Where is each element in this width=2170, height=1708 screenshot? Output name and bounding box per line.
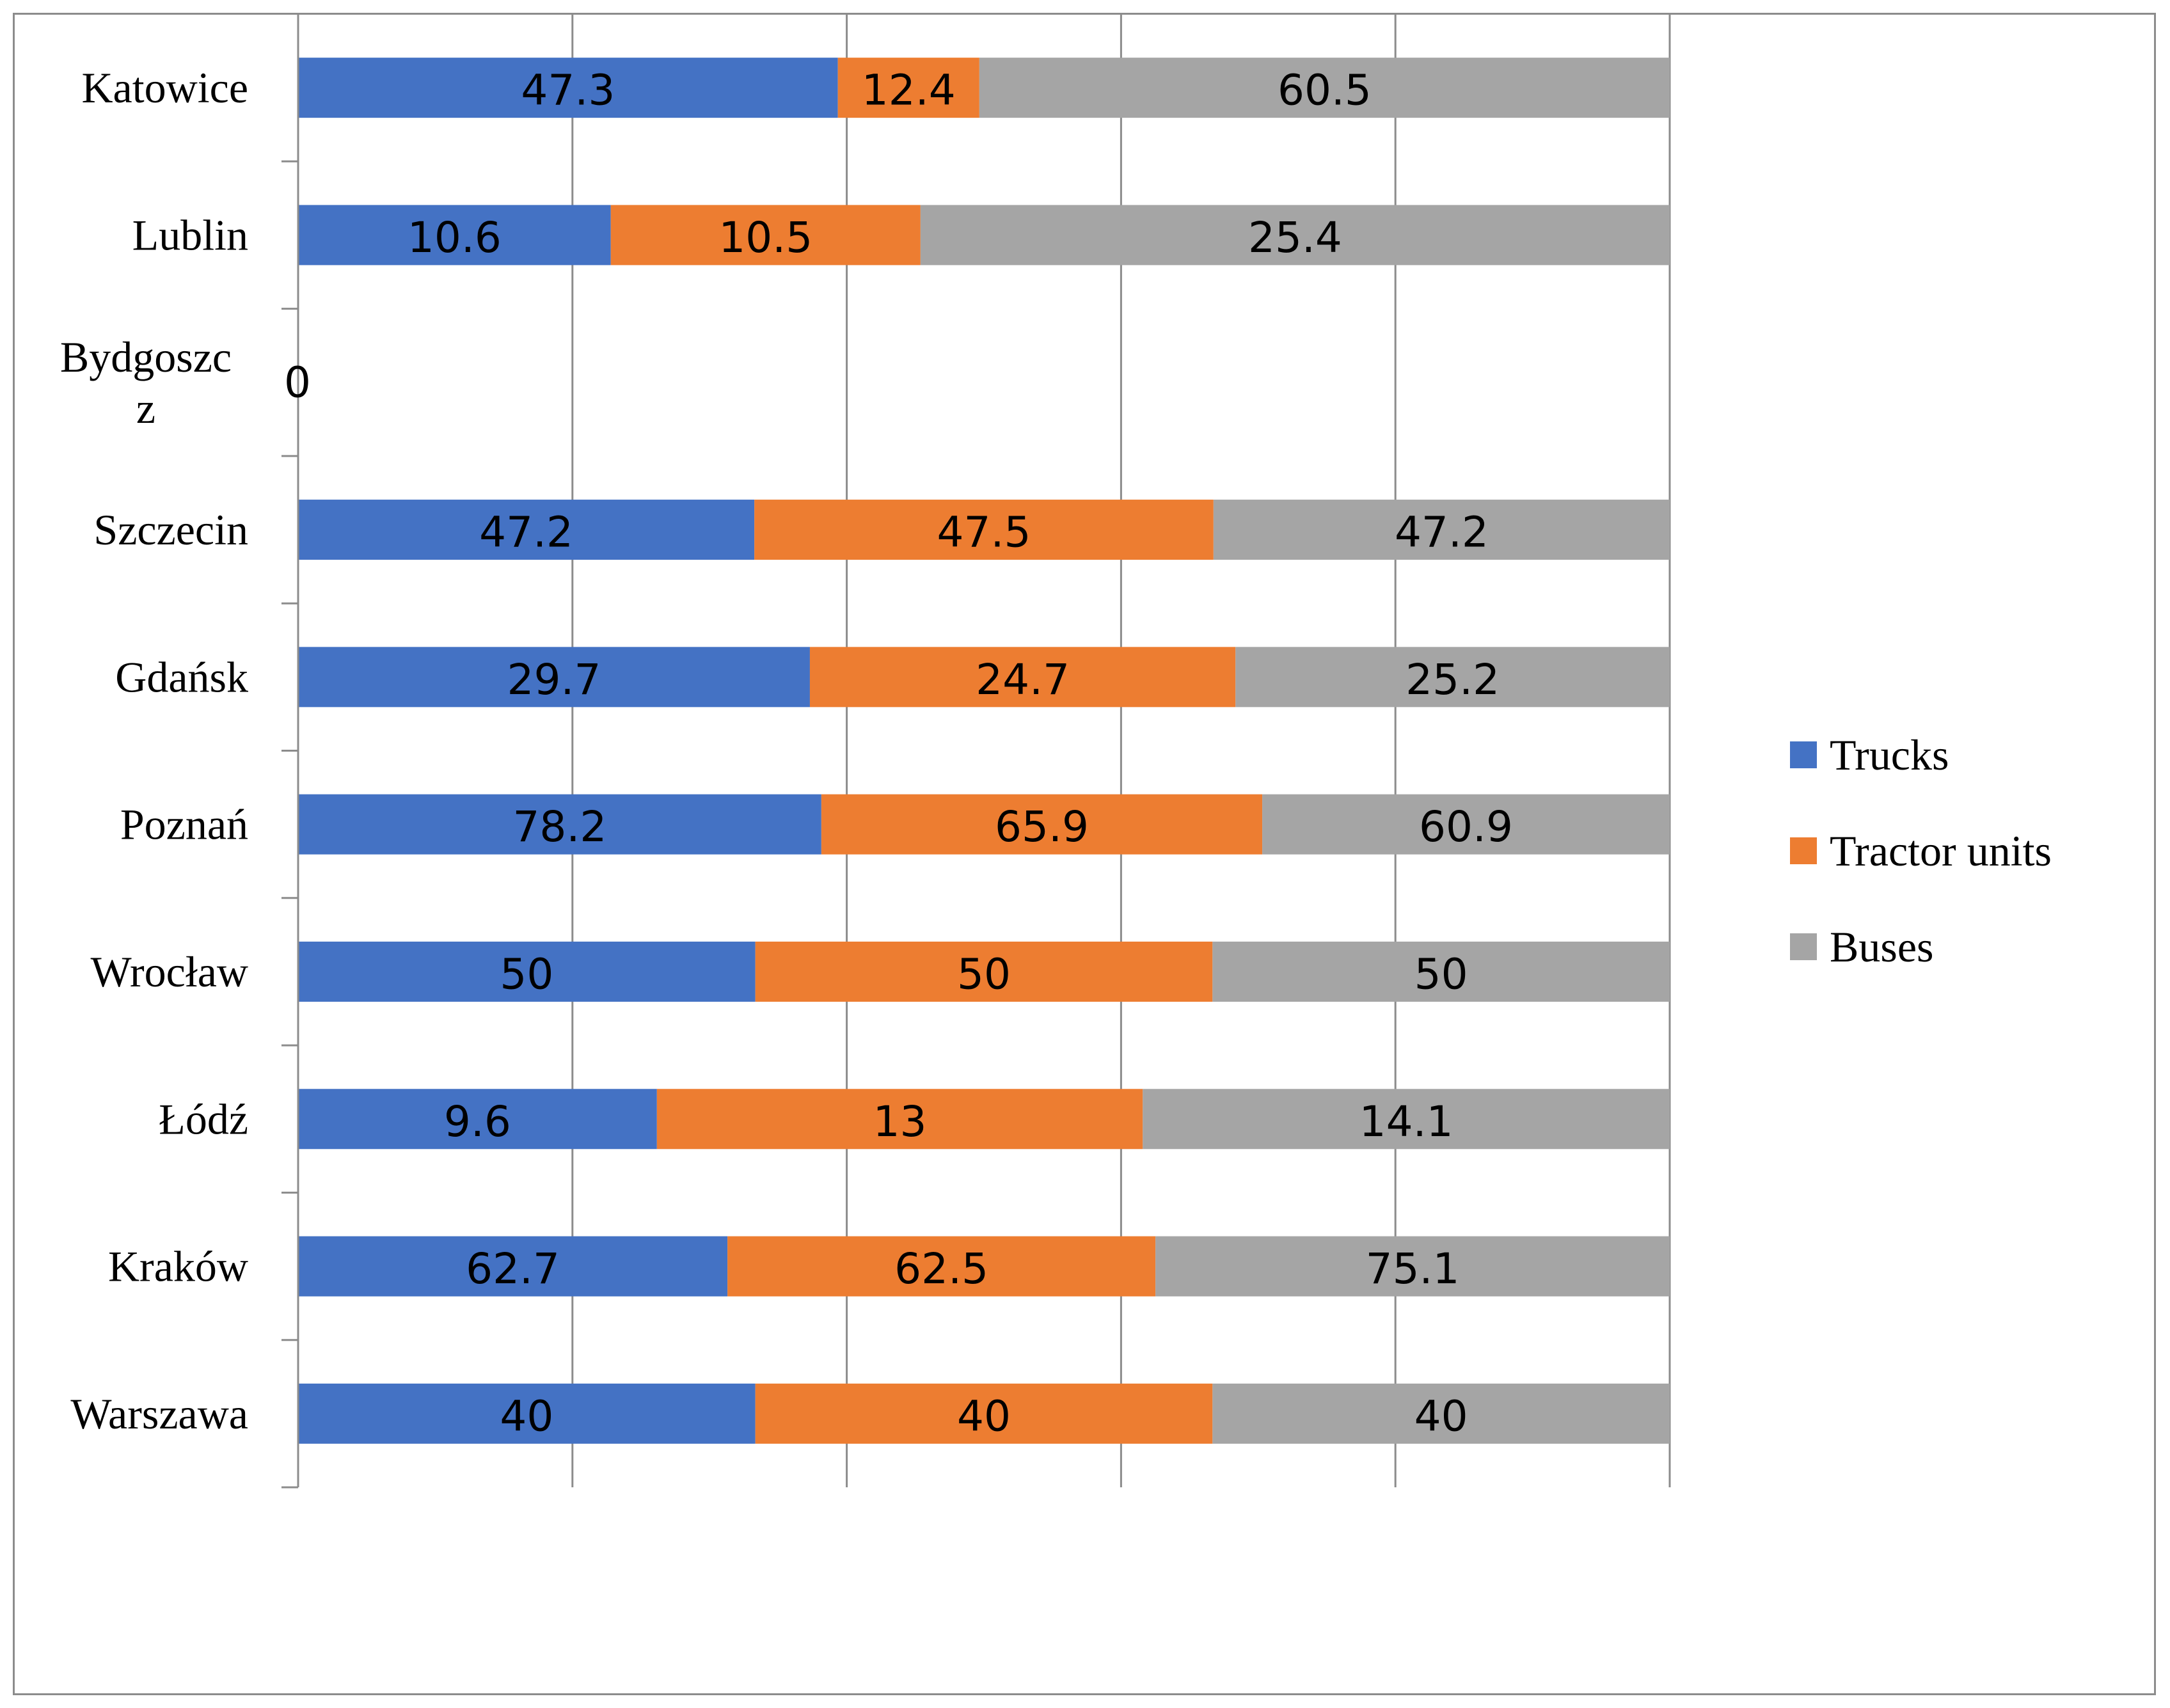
data-label-katowice-tractor-units: 12.4 (862, 66, 956, 115)
category-label-lodz: Łódź (159, 1095, 248, 1143)
data-label-warszawa-buses: 40 (1414, 1391, 1468, 1441)
data-label-gdansk-trucks: 29.7 (507, 655, 601, 704)
data-label-katowice-trucks: 47.3 (521, 66, 615, 115)
legend: Trucks Tractor units Buses (1790, 731, 2052, 971)
bar-krakow-trucks (298, 1236, 728, 1297)
bar-krakow-buses (1155, 1236, 1670, 1297)
legend-label-trucks: Trucks (1830, 731, 1949, 779)
legend-label-tractor-units: Tractor units (1830, 826, 2052, 875)
data-label-szczecin-tractor-units: 47.5 (937, 508, 1031, 557)
bar-lublin-tractor-units (610, 205, 921, 265)
category-label-krakow: Kraków (108, 1242, 248, 1291)
bar-katowice-buses (979, 58, 1670, 118)
category-label-bydgoszcz-line-2: z (136, 384, 155, 432)
bar-warszawa-buses (1212, 1383, 1670, 1444)
bar-gdansk-trucks (298, 647, 810, 708)
category-label-warszawa: Warszawa (70, 1389, 248, 1438)
bar-warszawa-trucks (298, 1383, 756, 1444)
data-label-gdansk-tractor-units: 24.7 (976, 655, 1070, 704)
data-label-gdansk-buses: 25.2 (1406, 655, 1500, 704)
bar-poznan-tractor-units (821, 794, 1263, 855)
data-label-lodz-tractor-units: 13 (873, 1097, 927, 1146)
data-label-warszawa-trucks: 40 (500, 1391, 553, 1441)
bar-wroclaw-trucks (298, 941, 756, 1002)
data-label-szczecin-buses: 47.2 (1395, 508, 1489, 557)
category-label-lublin: Lublin (132, 210, 248, 259)
data-label-poznan-tractor-units: 65.9 (995, 802, 1089, 851)
legend-swatch-tractor-units (1790, 837, 1817, 864)
bar-wroclaw-tractor-units (755, 941, 1213, 1002)
data-label-bydgoszcz-zero: 0 (284, 358, 311, 407)
bars (298, 58, 1670, 1444)
category-label-gdansk: Gdańsk (115, 652, 248, 701)
bar-szczecin-trucks (298, 500, 755, 560)
data-label-katowice-buses: 60.5 (1278, 66, 1372, 115)
bar-szczecin-tractor-units (754, 500, 1214, 560)
bar-warszawa-tractor-units (755, 1383, 1213, 1444)
legend-label-buses: Buses (1830, 922, 1933, 971)
data-label-poznan-trucks: 78.2 (512, 802, 606, 851)
legend-swatch-buses (1790, 933, 1817, 960)
data-label-krakow-buses: 75.1 (1366, 1244, 1460, 1293)
data-label-lublin-trucks: 10.6 (408, 213, 502, 262)
bar-lodz-buses (1143, 1089, 1670, 1150)
legend-swatch-trucks (1790, 741, 1817, 768)
category-label-szczecin: Szczecin (93, 505, 248, 554)
data-label-lodz-buses: 14.1 (1359, 1097, 1453, 1146)
data-label-krakow-trucks: 62.7 (466, 1244, 560, 1293)
data-label-krakow-tractor-units: 62.5 (894, 1244, 988, 1293)
data-label-wroclaw-trucks: 50 (500, 949, 553, 999)
data-label-szczecin-trucks: 47.2 (479, 508, 573, 557)
data-label-lublin-tractor-units: 10.5 (718, 213, 812, 262)
bar-lublin-trucks (298, 205, 611, 265)
data-label-poznan-buses: 60.9 (1419, 802, 1513, 851)
data-label-lodz-trucks: 9.6 (444, 1097, 511, 1146)
bar-lublin-buses (920, 205, 1670, 265)
bar-krakow-tractor-units (727, 1236, 1156, 1297)
bar-gdansk-buses (1235, 647, 1670, 708)
data-label-lublin-buses: 25.4 (1248, 213, 1342, 262)
bar-katowice-tractor-units (837, 58, 979, 118)
bar-gdansk-tractor-units (809, 647, 1236, 708)
bar-lodz-tractor-units (656, 1089, 1143, 1150)
data-label-wroclaw-tractor-units: 50 (957, 949, 1011, 999)
bar-szczecin-buses (1213, 500, 1670, 560)
data-labels: 47.3 12.4 60.5 10.6 10.5 25.4 0 47.2 47.5 47.2 29.… (284, 66, 1513, 1441)
category-label-katowice: Katowice (81, 63, 248, 112)
category-label-wroclaw: Wrocław (91, 947, 248, 996)
category-label-poznan: Poznań (120, 800, 248, 849)
data-label-warszawa-tractor-units: 40 (957, 1391, 1011, 1441)
bar-poznan-trucks (298, 794, 821, 855)
bar-wroclaw-buses (1212, 941, 1670, 1002)
bar-katowice-trucks (298, 58, 838, 118)
data-label-wroclaw-buses: 50 (1414, 949, 1468, 999)
category-label-bydgoszcz-line-1: Bydgoszc (60, 333, 232, 381)
bar-poznan-buses (1262, 794, 1670, 855)
bar-lodz-trucks (298, 1089, 657, 1150)
